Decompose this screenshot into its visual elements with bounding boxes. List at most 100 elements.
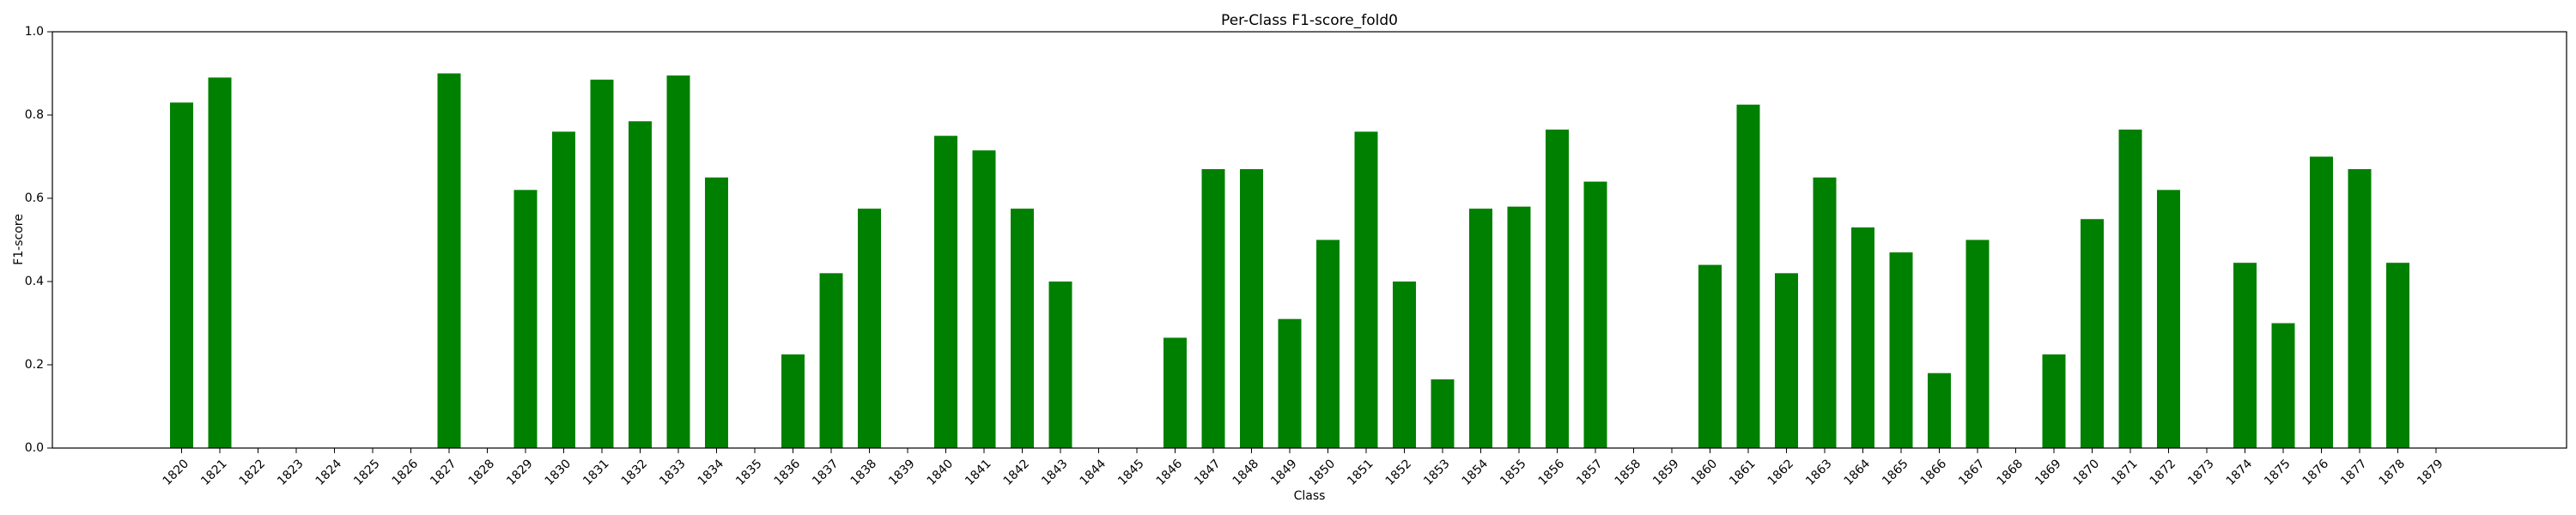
x-tick-label-1850: 1850 <box>1307 457 1339 488</box>
x-tick-label-1871: 1871 <box>2109 457 2141 488</box>
bar-1849 <box>1278 318 1302 448</box>
bar-1821 <box>208 77 232 448</box>
y-tick-label-1.0: 1.0 <box>25 25 44 39</box>
x-tick-label-1848: 1848 <box>1230 457 1262 488</box>
bar-1837 <box>819 273 843 448</box>
bar-1862 <box>1775 273 1798 448</box>
x-tick-label-1840: 1840 <box>925 457 957 488</box>
x-tick-label-1849: 1849 <box>1268 457 1300 488</box>
bar-1833 <box>666 75 690 449</box>
bar-1829 <box>513 190 538 449</box>
x-tick-label-1869: 1869 <box>2032 457 2064 488</box>
x-tick-label-1838: 1838 <box>848 457 880 488</box>
x-tick-label-1859: 1859 <box>1650 457 1682 488</box>
plot-frame <box>52 31 2567 449</box>
x-tick-label-1867: 1867 <box>1956 457 1988 488</box>
x-tick-label-1852: 1852 <box>1383 457 1415 488</box>
bar-1841 <box>972 150 996 448</box>
x-tick-label-1822: 1822 <box>237 457 269 488</box>
bar-1878 <box>2386 263 2409 448</box>
bar-1854 <box>1469 209 1492 448</box>
bar-1877 <box>2348 169 2372 449</box>
x-tick-label-1829: 1829 <box>504 457 536 488</box>
bar-1856 <box>1546 129 1569 448</box>
bar-1853 <box>1431 379 1455 448</box>
x-tick-label-1847: 1847 <box>1192 457 1224 488</box>
bar-1836 <box>781 354 805 448</box>
x-tick-label-1861: 1861 <box>1727 457 1759 488</box>
x-tick-label-1863: 1863 <box>1803 457 1835 488</box>
bar-1852 <box>1393 282 1416 448</box>
bar-1843 <box>1048 282 1072 448</box>
bar-1864 <box>1851 227 1874 448</box>
x-tick-label-1841: 1841 <box>963 457 994 488</box>
x-tick-label-1857: 1857 <box>1574 457 1606 488</box>
chart-title: Per-Class F1-score_fold0 <box>1221 12 1398 29</box>
x-tick-label-1846: 1846 <box>1154 457 1186 488</box>
x-tick-label-1830: 1830 <box>543 457 574 488</box>
bar-1842 <box>1011 209 1034 448</box>
bar-1832 <box>629 121 652 448</box>
bar-1848 <box>1240 169 1263 449</box>
x-tick-label-1824: 1824 <box>313 457 345 488</box>
x-tick-label-1870: 1870 <box>2071 457 2103 488</box>
y-tick-label-0.8: 0.8 <box>25 108 44 122</box>
bar-1874 <box>2233 263 2257 448</box>
y-tick-label-0.4: 0.4 <box>25 275 44 288</box>
x-tick-label-1851: 1851 <box>1345 457 1376 488</box>
x-tick-label-1843: 1843 <box>1039 457 1071 488</box>
x-tick-label-1826: 1826 <box>390 457 422 488</box>
bar-1869 <box>2042 354 2066 448</box>
x-tick-label-1853: 1853 <box>1421 457 1453 488</box>
x-tick-label-1864: 1864 <box>1842 457 1874 488</box>
x-tick-label-1873: 1873 <box>2185 457 2217 488</box>
bar-1876 <box>2310 156 2333 448</box>
bar-1847 <box>1201 169 1225 449</box>
bar-1867 <box>1965 239 1990 448</box>
bar-1866 <box>1928 373 1951 448</box>
x-tick-label-1844: 1844 <box>1078 457 1109 488</box>
x-tick-label-1832: 1832 <box>619 457 651 488</box>
x-tick-label-1868: 1868 <box>1995 457 2026 488</box>
x-tick-label-1821: 1821 <box>198 457 230 488</box>
y-tick-label-0.2: 0.2 <box>25 358 44 372</box>
x-tick-label-1833: 1833 <box>657 457 689 488</box>
bar-1872 <box>2157 190 2180 449</box>
x-axis: 1820 1821 1822 1823 1824 1825 1826 1827 1828 1829… <box>161 448 2446 488</box>
bar-1820 <box>170 102 193 448</box>
bar-1827 <box>437 73 461 448</box>
bar-1831 <box>590 79 614 449</box>
bar-1870 <box>2081 219 2104 448</box>
x-tick-label-1862: 1862 <box>1765 457 1797 488</box>
bar-1850 <box>1316 239 1340 448</box>
bar-1855 <box>1507 206 1531 448</box>
x-tick-label-1877: 1877 <box>2338 457 2370 488</box>
bar-1857 <box>1583 181 1607 448</box>
bars-group <box>170 73 2409 449</box>
x-tick-label-1837: 1837 <box>810 457 841 488</box>
x-tick-label-1828: 1828 <box>466 457 498 488</box>
x-tick-label-1855: 1855 <box>1498 457 1529 488</box>
x-tick-label-1820: 1820 <box>161 457 192 488</box>
x-tick-label-1878: 1878 <box>2377 457 2409 488</box>
x-tick-label-1874: 1874 <box>2224 457 2256 488</box>
x-tick-label-1839: 1839 <box>886 457 918 488</box>
x-tick-label-1866: 1866 <box>1918 457 1950 488</box>
x-tick-label-1875: 1875 <box>2262 457 2293 488</box>
x-tick-label-1876: 1876 <box>2300 457 2332 488</box>
bar-1834 <box>705 177 728 448</box>
x-tick-label-1823: 1823 <box>275 457 307 488</box>
x-tick-label-1825: 1825 <box>351 457 383 488</box>
x-tick-label-1836: 1836 <box>772 457 804 488</box>
y-axis-title: F1-score <box>12 214 26 265</box>
x-axis-title: Class <box>1294 489 1326 503</box>
x-tick-label-1858: 1858 <box>1613 457 1644 488</box>
y-axis: 0.0 0.2 0.4 0.6 0.8 1.0 <box>25 25 52 455</box>
bar-1863 <box>1813 177 1837 448</box>
bar-1860 <box>1698 264 1722 448</box>
x-tick-label-1834: 1834 <box>696 457 727 488</box>
x-tick-label-1856: 1856 <box>1536 457 1568 488</box>
x-tick-label-1831: 1831 <box>580 457 612 488</box>
x-tick-label-1845: 1845 <box>1115 457 1147 488</box>
